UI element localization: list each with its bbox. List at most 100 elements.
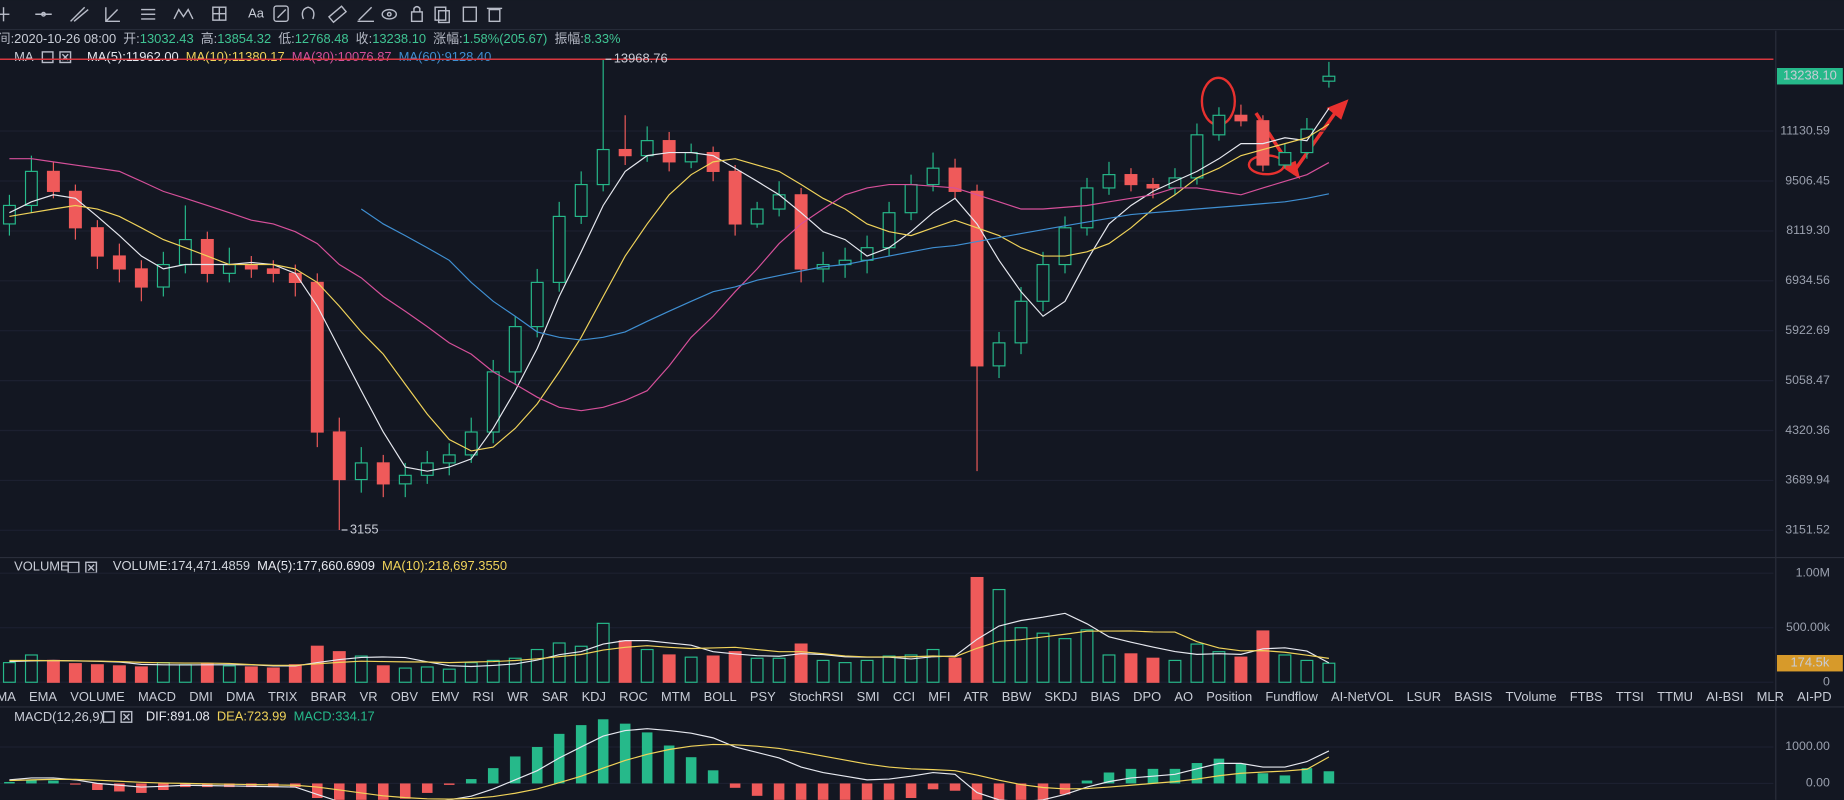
macd-bar	[1037, 783, 1049, 800]
indicator-tab[interactable]: PSY	[750, 689, 776, 704]
indicator-tab[interactable]: RSI	[472, 689, 494, 704]
indicator-tab[interactable]: EMA	[29, 689, 57, 704]
candle-body	[1322, 75, 1336, 82]
macd-bar	[465, 779, 477, 784]
macd-bar	[443, 783, 455, 785]
tool-lines[interactable]	[141, 8, 156, 20]
indicator-tab[interactable]: BRAR	[311, 689, 347, 704]
candle-body	[904, 183, 918, 214]
tool-hline[interactable]	[35, 11, 52, 17]
indicator-tab[interactable]: VOLUME	[70, 689, 125, 704]
tool-trend[interactable]	[70, 6, 89, 22]
volume-bar	[1212, 651, 1226, 683]
tool-font[interactable]: Aa	[248, 6, 265, 21]
tool-wave[interactable]	[173, 8, 194, 20]
macd-bar	[48, 780, 59, 784]
indicator-tab[interactable]: Fundflow	[1265, 689, 1318, 704]
candle-body	[486, 371, 500, 433]
tool-angle[interactable]	[105, 7, 120, 23]
indicator-tab[interactable]: VR	[360, 689, 378, 704]
tool-crosshair[interactable]	[0, 7, 10, 22]
y-tick-label: 0	[1823, 675, 1830, 689]
tool-eye[interactable]	[381, 8, 398, 20]
indicator-tab[interactable]: TTSI	[1616, 689, 1644, 704]
y-tick-label: 6934.56	[1785, 273, 1830, 287]
indicator-tab[interactable]: MTM	[661, 689, 690, 704]
indicator-tab[interactable]: DMA	[226, 689, 255, 704]
ma-line	[9, 630, 1329, 666]
indicator-tab[interactable]: MACD	[138, 689, 176, 704]
indicator-tab[interactable]: MA	[0, 689, 16, 704]
macd-bar	[751, 783, 763, 796]
tool-layers[interactable]	[462, 6, 477, 23]
candle-body	[354, 462, 368, 481]
close-icon[interactable]	[120, 710, 133, 723]
indicator-tab[interactable]: StochRSI	[789, 689, 844, 704]
indicator-tab[interactable]: TRIX	[268, 689, 298, 704]
macd-bar	[971, 783, 983, 800]
indicator-tab[interactable]: AI-PD	[1797, 689, 1831, 704]
settings-icon[interactable]	[41, 51, 54, 64]
indicator-tab[interactable]: DPO	[1133, 689, 1161, 704]
candle-body	[1058, 227, 1072, 266]
macd-bar	[883, 783, 895, 800]
indicator-tab[interactable]: EMV	[431, 689, 459, 704]
legend: DIF:891.08 DEA:723.99 MACD:334.17	[146, 709, 375, 724]
indicator-tab[interactable]: AO	[1174, 689, 1193, 704]
indicator-tab[interactable]: BBW	[1002, 689, 1032, 704]
legend-entry: DEA:723.99	[217, 709, 287, 724]
indicator-tab[interactable]: BOLL	[704, 689, 737, 704]
indicator-tab[interactable]: BASIS	[1454, 689, 1492, 704]
indicator-tab[interactable]: SAR	[542, 689, 569, 704]
volume-bar	[1322, 662, 1336, 683]
plot-area	[0, 59, 1774, 531]
indicator-tab[interactable]: TTMU	[1657, 689, 1693, 704]
indicator-tab[interactable]: FTBS	[1570, 689, 1603, 704]
volume-bar	[816, 659, 830, 683]
close-icon[interactable]	[59, 51, 72, 64]
macd-bar	[509, 756, 521, 784]
volume-bar	[1234, 656, 1248, 683]
volume-bar	[772, 657, 786, 683]
plot-area	[0, 719, 1774, 800]
candle-body	[1234, 114, 1248, 122]
indicator-tab[interactable]: TVolume	[1506, 689, 1557, 704]
indicator-tab[interactable]: LSUR	[1407, 689, 1441, 704]
indicator-tab[interactable]: WR	[507, 689, 529, 704]
info-label: 振幅:	[554, 32, 583, 47]
indicator-tab[interactable]: AI-NetVOL	[1331, 689, 1393, 704]
indicator-tab[interactable]: AI-BSI	[1706, 689, 1743, 704]
volume-bar	[794, 643, 808, 683]
indicator-tab[interactable]: KDJ	[582, 689, 606, 704]
indicator-tab[interactable]: SKDJ	[1044, 689, 1077, 704]
tool-lock[interactable]	[410, 5, 423, 23]
volume-bar	[1124, 653, 1138, 683]
macd-bar	[4, 781, 15, 784]
indicator-tab[interactable]: DMI	[189, 689, 213, 704]
legend-entry: MACD:334.17	[294, 709, 375, 724]
indicator-tab[interactable]: SMI	[857, 689, 880, 704]
tool-pen[interactable]	[357, 6, 374, 23]
tool-ruler[interactable]	[327, 5, 348, 24]
indicator-tab[interactable]: ATR	[964, 689, 989, 704]
candle-body	[794, 194, 808, 270]
candle-body	[2, 204, 16, 225]
tool-delete[interactable]	[486, 7, 503, 23]
macd-bar	[377, 783, 389, 800]
legend-entry: MA(5):11962.00	[87, 49, 179, 64]
indicator-tab[interactable]: CCI	[893, 689, 915, 704]
indicator-tab[interactable]: OBV	[391, 689, 419, 704]
y-tick-label: 5058.47	[1785, 373, 1830, 387]
settings-icon[interactable]	[102, 710, 115, 723]
legends: MA MA(5):11962.00 MA(10):11380.17 MA(30):10…	[14, 49, 507, 724]
macd-bar	[1301, 768, 1313, 784]
tool-brush[interactable]	[273, 5, 289, 23]
indicator-tab[interactable]: MLR	[1757, 689, 1784, 704]
tool-copy[interactable]	[434, 6, 450, 24]
indicator-tab[interactable]: ROC	[619, 689, 648, 704]
tool-magnet[interactable]	[301, 6, 315, 20]
indicator-tab[interactable]: Position	[1206, 689, 1252, 704]
tool-measure[interactable]	[212, 6, 227, 21]
indicator-tab[interactable]: MFI	[928, 689, 950, 704]
indicator-tab[interactable]: BIAS	[1091, 689, 1121, 704]
